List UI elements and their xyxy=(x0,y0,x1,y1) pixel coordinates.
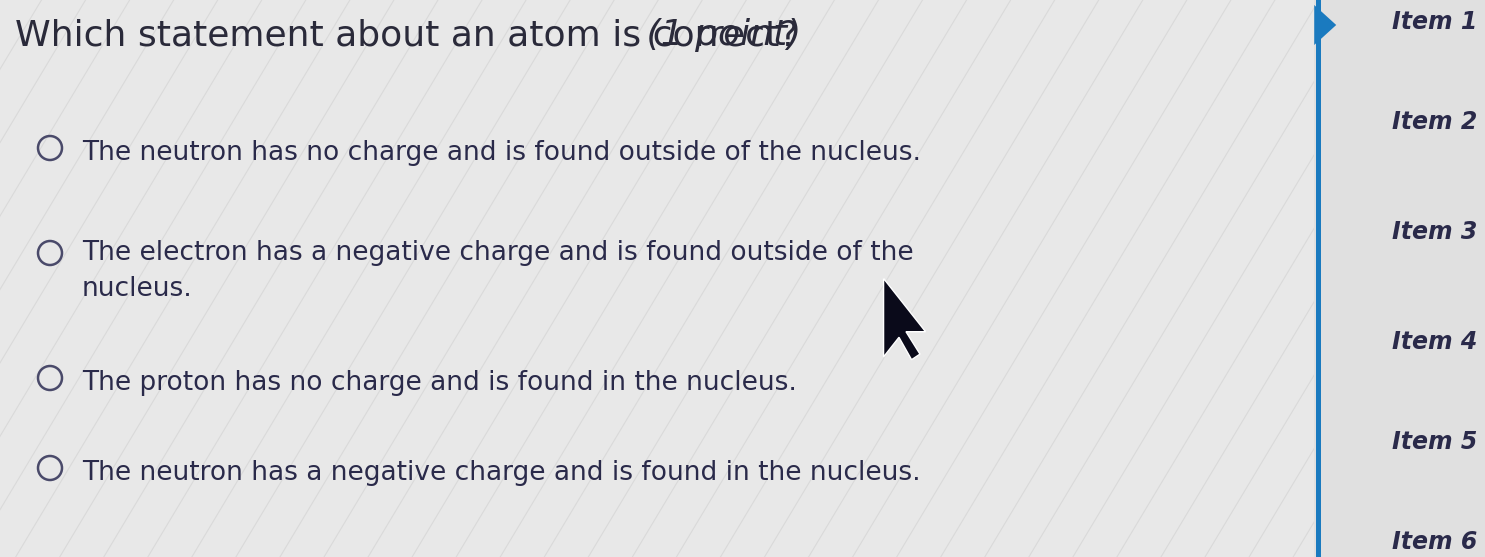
Bar xyxy=(1316,0,1322,557)
Text: The neutron has no charge and is found outside of the nucleus.: The neutron has no charge and is found o… xyxy=(82,140,921,166)
Text: The proton has no charge and is found in the nucleus.: The proton has no charge and is found in… xyxy=(82,370,797,396)
Text: The neutron has a negative charge and is found in the nucleus.: The neutron has a negative charge and is… xyxy=(82,460,921,486)
Text: (1 point): (1 point) xyxy=(636,18,802,52)
Text: Which statement about an atom is correct?: Which statement about an atom is correct… xyxy=(15,18,799,52)
Polygon shape xyxy=(884,278,925,360)
Text: Item 6: Item 6 xyxy=(1391,530,1478,554)
Text: The electron has a negative charge and is found outside of the
nucleus.: The electron has a negative charge and i… xyxy=(82,240,913,302)
Text: Item 2: Item 2 xyxy=(1391,110,1478,134)
Text: Item 1: Item 1 xyxy=(1391,10,1478,34)
Text: Item 4: Item 4 xyxy=(1391,330,1478,354)
Bar xyxy=(1314,0,1485,557)
Polygon shape xyxy=(1314,5,1336,45)
Text: Item 5: Item 5 xyxy=(1391,430,1478,454)
Text: Item 3: Item 3 xyxy=(1391,220,1478,244)
